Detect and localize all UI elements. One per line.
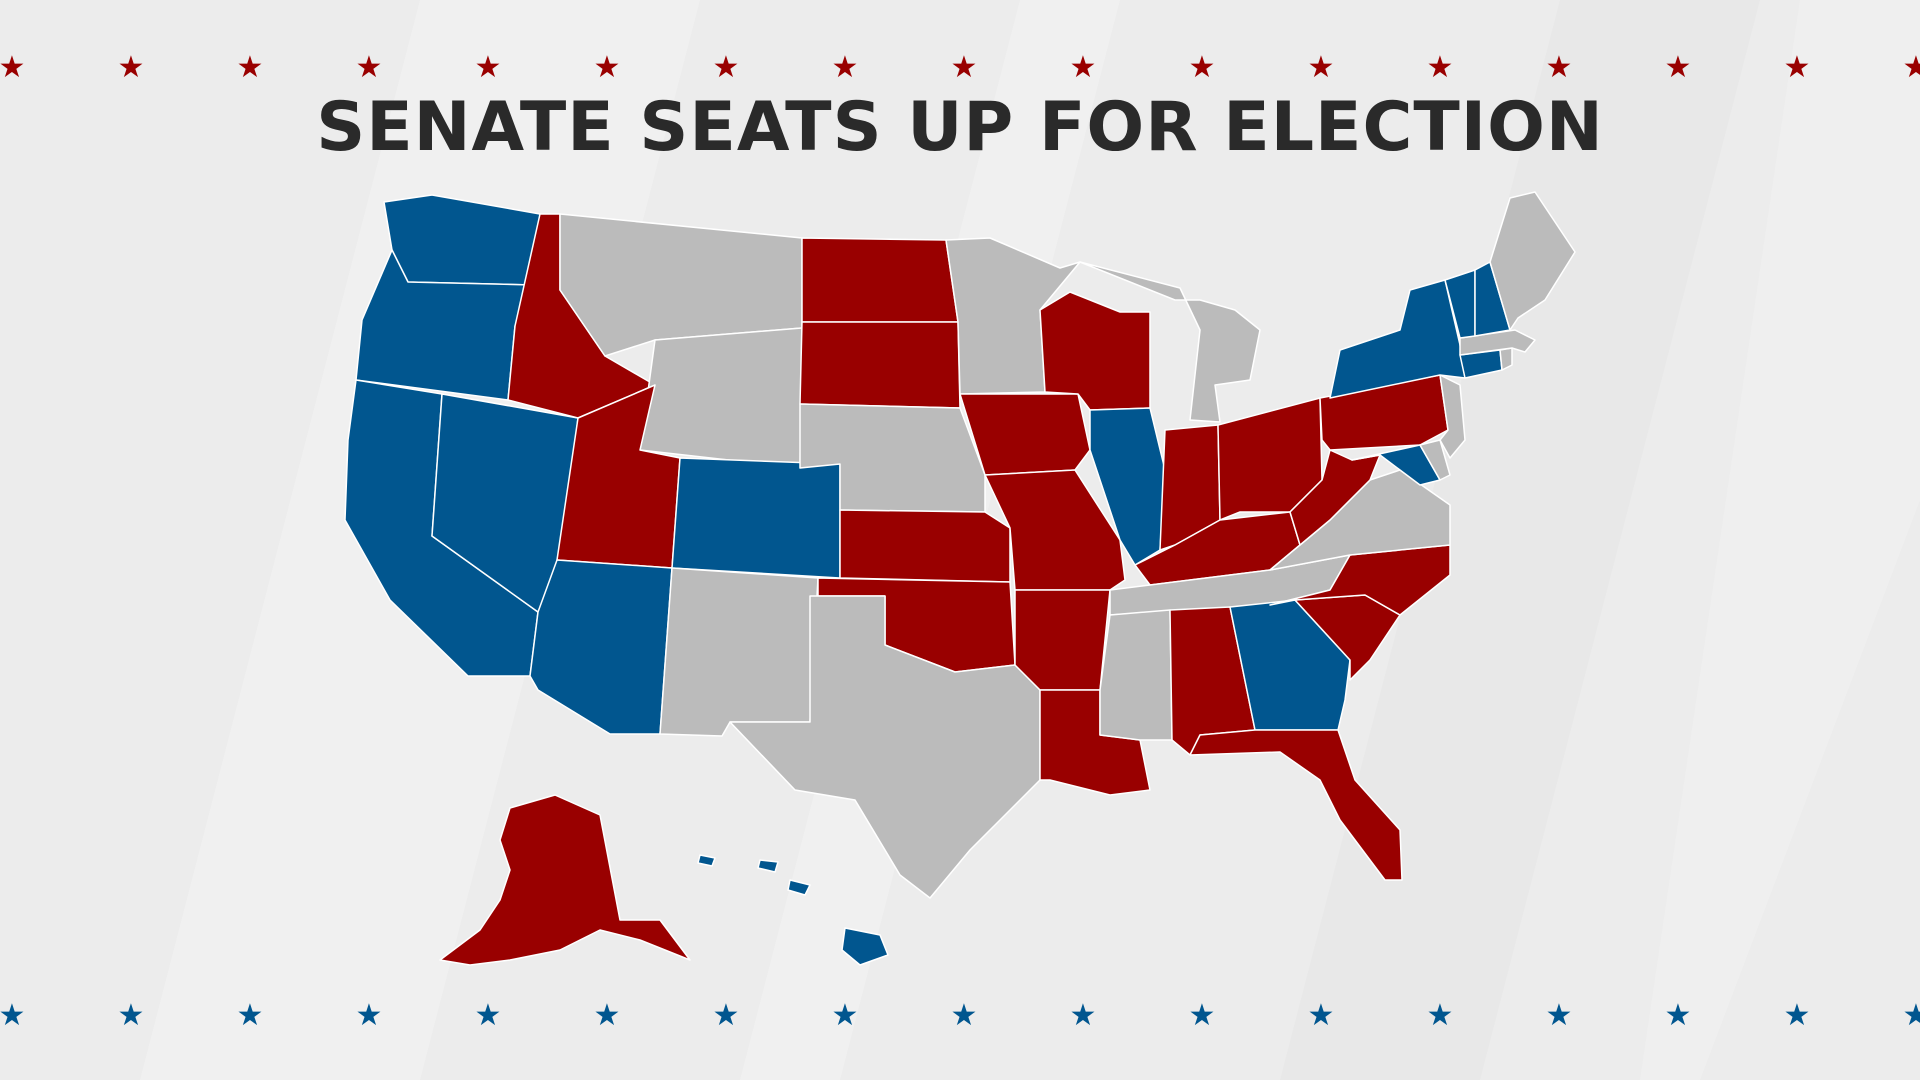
star-icon: ★ [1069,998,1097,1033]
state-north-dakota [801,237,959,323]
state-arizona [529,559,673,735]
page-title: SENATE SEATS UP FOR ELECTION [316,88,1604,167]
state-hawaii [697,854,889,966]
state-wisconsin [1039,291,1151,411]
star-icon: ★ [1307,50,1335,85]
star-icon: ★ [831,998,859,1033]
state-kansas [839,509,1011,583]
state-south-dakota [799,321,961,409]
star-icon: ★ [355,998,383,1033]
star-icon: ★ [593,998,621,1033]
star-icon: ★ [1545,998,1573,1033]
star-icon: ★ [1307,998,1335,1033]
star-icon: ★ [1783,50,1811,85]
star-icon: ★ [1188,50,1216,85]
star-icon: ★ [474,50,502,85]
star-icon: ★ [1069,50,1097,85]
star-icon: ★ [236,998,264,1033]
state-iowa [959,393,1091,476]
star-icon: ★ [1902,50,1920,85]
star-icon: ★ [712,998,740,1033]
star-icon: ★ [712,50,740,85]
star-icon: ★ [831,50,859,85]
star-icon: ★ [1188,998,1216,1033]
state-michigan [1079,261,1261,423]
star-icon: ★ [0,998,26,1033]
star-icon: ★ [593,50,621,85]
state-north-carolina [1269,544,1451,616]
star-icon: ★ [1664,998,1692,1033]
star-icon: ★ [1545,50,1573,85]
star-icon: ★ [355,50,383,85]
state-maine [1489,191,1576,331]
state-washington [383,194,541,286]
state-texas [729,595,1041,899]
state-delaware [1419,439,1451,481]
state-arkansas [1014,589,1111,691]
star-icon: ★ [117,50,145,85]
star-icon: ★ [1426,50,1454,85]
star-icon: ★ [950,998,978,1033]
state-alaska [439,794,691,966]
star-icon: ★ [0,50,26,85]
star-icon: ★ [117,998,145,1033]
state-missouri [984,469,1126,591]
state-mississippi [1099,609,1173,741]
state-massachusetts [1459,329,1536,356]
state-florida [1189,729,1403,881]
star-icon: ★ [1783,998,1811,1033]
star-icon: ★ [236,50,264,85]
state-new-mexico [659,567,819,737]
state-wyoming [639,327,803,469]
state-colorado [671,457,841,579]
state-new-jersey [1439,374,1466,459]
state-illinois [1089,407,1166,566]
star-icon: ★ [1426,998,1454,1033]
state-rhode-island [1499,347,1513,371]
star-icon: ★ [1664,50,1692,85]
star-icon: ★ [950,50,978,85]
star-icon: ★ [1902,998,1920,1033]
top-star-row: ★ ★ ★ ★ ★ ★ ★ ★ ★ ★ ★ ★ ★ ★ ★ ★ ★ [0,48,1920,88]
bottom-star-row: ★ ★ ★ ★ ★ ★ ★ ★ ★ ★ ★ ★ ★ ★ ★ ★ ★ [0,996,1920,1036]
star-icon: ★ [474,998,502,1033]
